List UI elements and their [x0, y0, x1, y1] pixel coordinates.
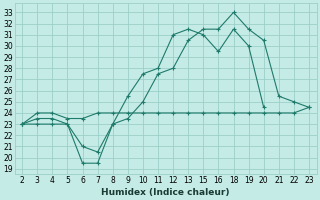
- X-axis label: Humidex (Indice chaleur): Humidex (Indice chaleur): [101, 188, 230, 197]
